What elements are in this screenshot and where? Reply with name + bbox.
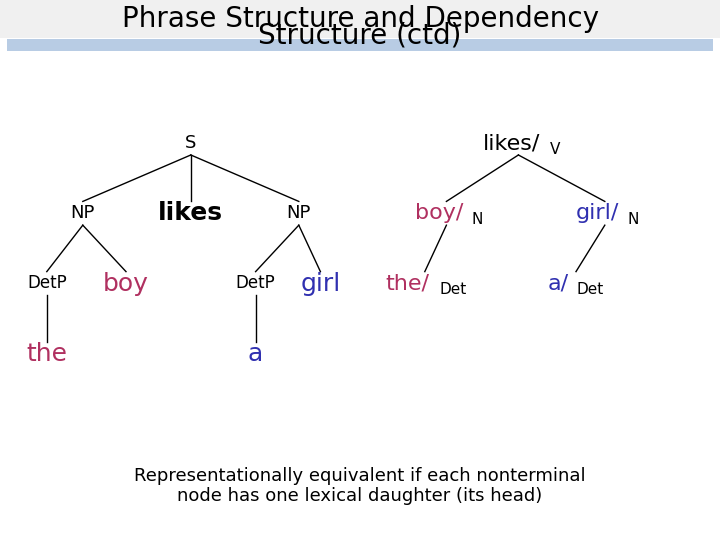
Text: N: N	[627, 212, 639, 227]
Text: boy/: boy/	[415, 203, 463, 224]
Text: DetP: DetP	[27, 274, 67, 293]
Text: Phrase Structure and Dependency: Phrase Structure and Dependency	[122, 5, 598, 33]
Bar	[0, 0, 720, 38]
Text: girl: girl	[300, 272, 341, 295]
Text: a: a	[248, 342, 264, 366]
Text: Det: Det	[440, 282, 467, 298]
Text: NP: NP	[287, 204, 311, 222]
Text: DetP: DetP	[235, 274, 276, 293]
Bar	[7, 39, 713, 51]
Text: NP: NP	[71, 204, 95, 222]
Text: the: the	[27, 342, 67, 366]
Text: boy: boy	[103, 272, 149, 295]
Text: a/: a/	[548, 273, 569, 294]
Text: girl/: girl/	[576, 203, 619, 224]
Text: Representationally equivalent if each nonterminal
node has one lexical daughter : Representationally equivalent if each no…	[134, 467, 586, 505]
Text: the/: the/	[385, 273, 429, 294]
Text: Det: Det	[576, 282, 603, 298]
Text: likes/: likes/	[483, 133, 541, 153]
Text: V: V	[550, 142, 561, 157]
Text: Structure (ctd): Structure (ctd)	[258, 21, 462, 49]
Text: S: S	[185, 134, 197, 152]
Text: N: N	[472, 212, 483, 227]
Text: likes: likes	[158, 201, 223, 225]
